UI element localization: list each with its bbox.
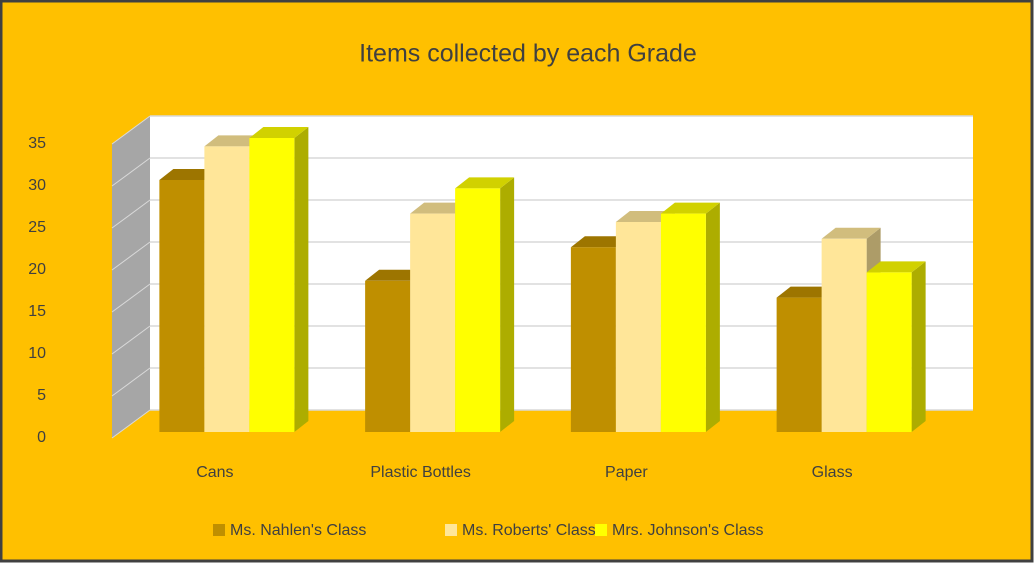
bar-top <box>249 127 309 138</box>
bar-top <box>455 177 515 189</box>
x-tick-label: Glass <box>812 464 853 481</box>
bar-top <box>660 202 720 214</box>
side-grid-line <box>111 241 151 271</box>
bar-top <box>570 236 630 248</box>
chart-title: Items collected by each Grade <box>359 40 697 68</box>
bar-side <box>294 127 309 432</box>
side-grid-line <box>111 409 151 439</box>
bar <box>204 146 250 432</box>
side-grid-line <box>111 283 151 313</box>
bar-top <box>204 135 264 147</box>
bar <box>159 180 205 432</box>
bar-top <box>866 261 926 273</box>
bar <box>410 213 456 432</box>
side-grid-line <box>111 325 151 355</box>
x-tick-label: Cans <box>196 464 233 481</box>
side-grid-line <box>111 199 151 229</box>
bar-side <box>705 202 720 432</box>
bar <box>615 222 661 432</box>
bar-top <box>159 169 219 180</box>
legend-swatch <box>445 524 457 536</box>
y-tick-label: 5 <box>37 387 46 404</box>
legend-label: Ms. Nahlen's Class <box>230 522 366 539</box>
y-tick-label: 35 <box>28 135 46 152</box>
bar-side <box>911 261 926 432</box>
x-tick-label: Paper <box>605 464 648 481</box>
legend-label: Mrs. Johnson's Class <box>612 522 764 539</box>
y-tick-label: 10 <box>28 345 46 362</box>
bar-top <box>776 286 836 298</box>
side-grid-line <box>111 367 151 397</box>
y-tick-label: 15 <box>28 303 46 320</box>
bar <box>570 247 616 432</box>
bar <box>660 213 706 432</box>
bar <box>249 138 295 432</box>
bar <box>776 297 822 432</box>
bar-top <box>615 211 675 222</box>
y-tick-label: 30 <box>28 177 46 194</box>
y-tick-label: 20 <box>28 261 46 278</box>
side-grid-line <box>111 115 151 145</box>
side-wall <box>112 116 150 438</box>
bar-top <box>410 202 470 214</box>
bar-top <box>821 227 881 239</box>
legend-label: Ms. Roberts' Class <box>462 522 596 539</box>
side-grid-line <box>111 157 151 187</box>
y-tick-label: 25 <box>28 219 46 236</box>
y-tick-label: 0 <box>37 429 46 446</box>
bar <box>365 280 411 432</box>
bar <box>821 238 867 432</box>
bar-top <box>365 269 425 281</box>
bar-side <box>500 177 515 432</box>
legend-swatch <box>213 524 225 536</box>
legend-swatch <box>595 524 607 536</box>
bar <box>455 188 501 432</box>
x-tick-label: Plastic Bottles <box>370 464 470 481</box>
bar <box>866 272 912 432</box>
